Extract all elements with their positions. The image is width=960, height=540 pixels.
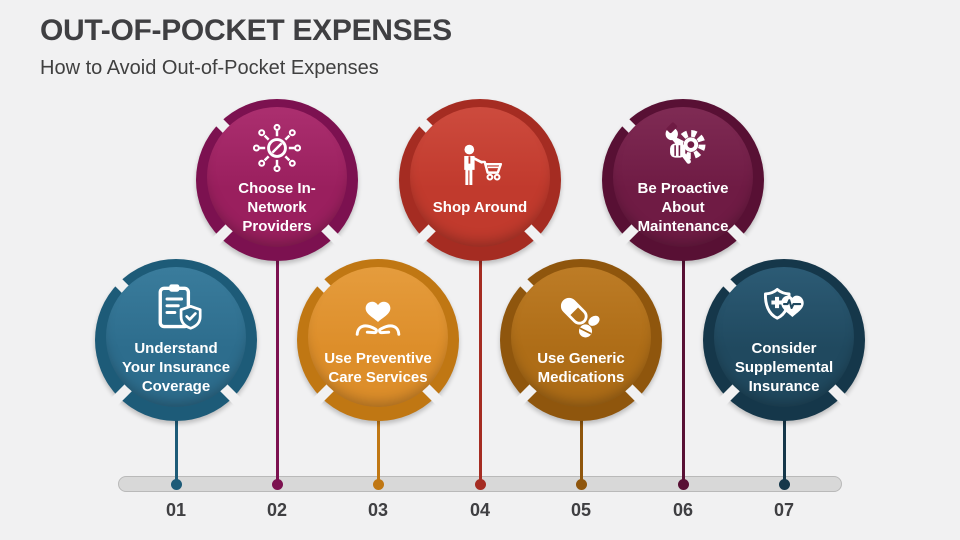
timeline-dot (778, 478, 790, 490)
step-number: 06 (672, 500, 694, 520)
connector-stem (478, 181, 482, 485)
step-number: 05 (570, 500, 592, 520)
shield-heartbeat-icon (757, 280, 811, 336)
timeline-dot (372, 478, 384, 490)
slide-subtitle: How to Avoid Out-of-Pocket Expenses (40, 57, 379, 79)
node-label: Understand Your Insurance Coverage (121, 340, 231, 395)
hands-holding-heart-icon (351, 290, 405, 346)
timeline-node-5: Use Generic Medications (500, 259, 662, 421)
node-body: Shop Around (410, 107, 550, 247)
node-label: Choose In-Network Providers (238, 180, 316, 235)
generic-pills-icon (554, 290, 608, 346)
node-label: Use Preventive Care Services (324, 349, 432, 386)
step-number: 03 (367, 500, 389, 520)
node-body: Choose In-Network Providers (207, 107, 347, 247)
slide-title: OUT-OF-POCKET EXPENSES (40, 14, 452, 47)
node-body: Understand Your Insurance Coverage (106, 267, 246, 407)
in-network-hub-icon (250, 120, 304, 176)
node-body: Use Preventive Care Services (308, 267, 448, 407)
step-number: 07 (773, 500, 795, 520)
timeline-node-7: Consider Supplemental Insurance (703, 259, 865, 421)
node-label: Be Proactive About Maintenance (637, 180, 729, 235)
clipboard-shield-check-icon (149, 280, 203, 336)
timeline-node-1: Understand Your Insurance Coverage (95, 259, 257, 421)
timeline-node-6: Be Proactive About Maintenance (602, 99, 764, 261)
step-number: 01 (165, 500, 187, 520)
timeline-node-3: Use Preventive Care Services (297, 259, 459, 421)
timeline-dot (271, 478, 283, 490)
timeline-dot (677, 478, 689, 490)
node-label: Shop Around (432, 199, 528, 216)
timeline-dot (575, 478, 587, 490)
wrench-gear-icon (656, 120, 710, 176)
step-number: 02 (266, 500, 288, 520)
step-number: 04 (469, 500, 491, 520)
node-body: Consider Supplemental Insurance (714, 267, 854, 407)
timeline-dot (170, 478, 182, 490)
node-body: Be Proactive About Maintenance (613, 107, 753, 247)
node-label: Use Generic Medications (537, 349, 625, 386)
connector-stem (275, 181, 279, 485)
node-body: Use Generic Medications (511, 267, 651, 407)
timeline-node-2: Choose In-Network Providers (196, 99, 358, 261)
shopper-with-cart-icon (453, 139, 507, 195)
timeline-dot (474, 478, 486, 490)
node-label: Consider Supplemental Insurance (734, 340, 834, 395)
connector-stem (681, 181, 685, 485)
timeline-node-4: Shop Around (399, 99, 561, 261)
